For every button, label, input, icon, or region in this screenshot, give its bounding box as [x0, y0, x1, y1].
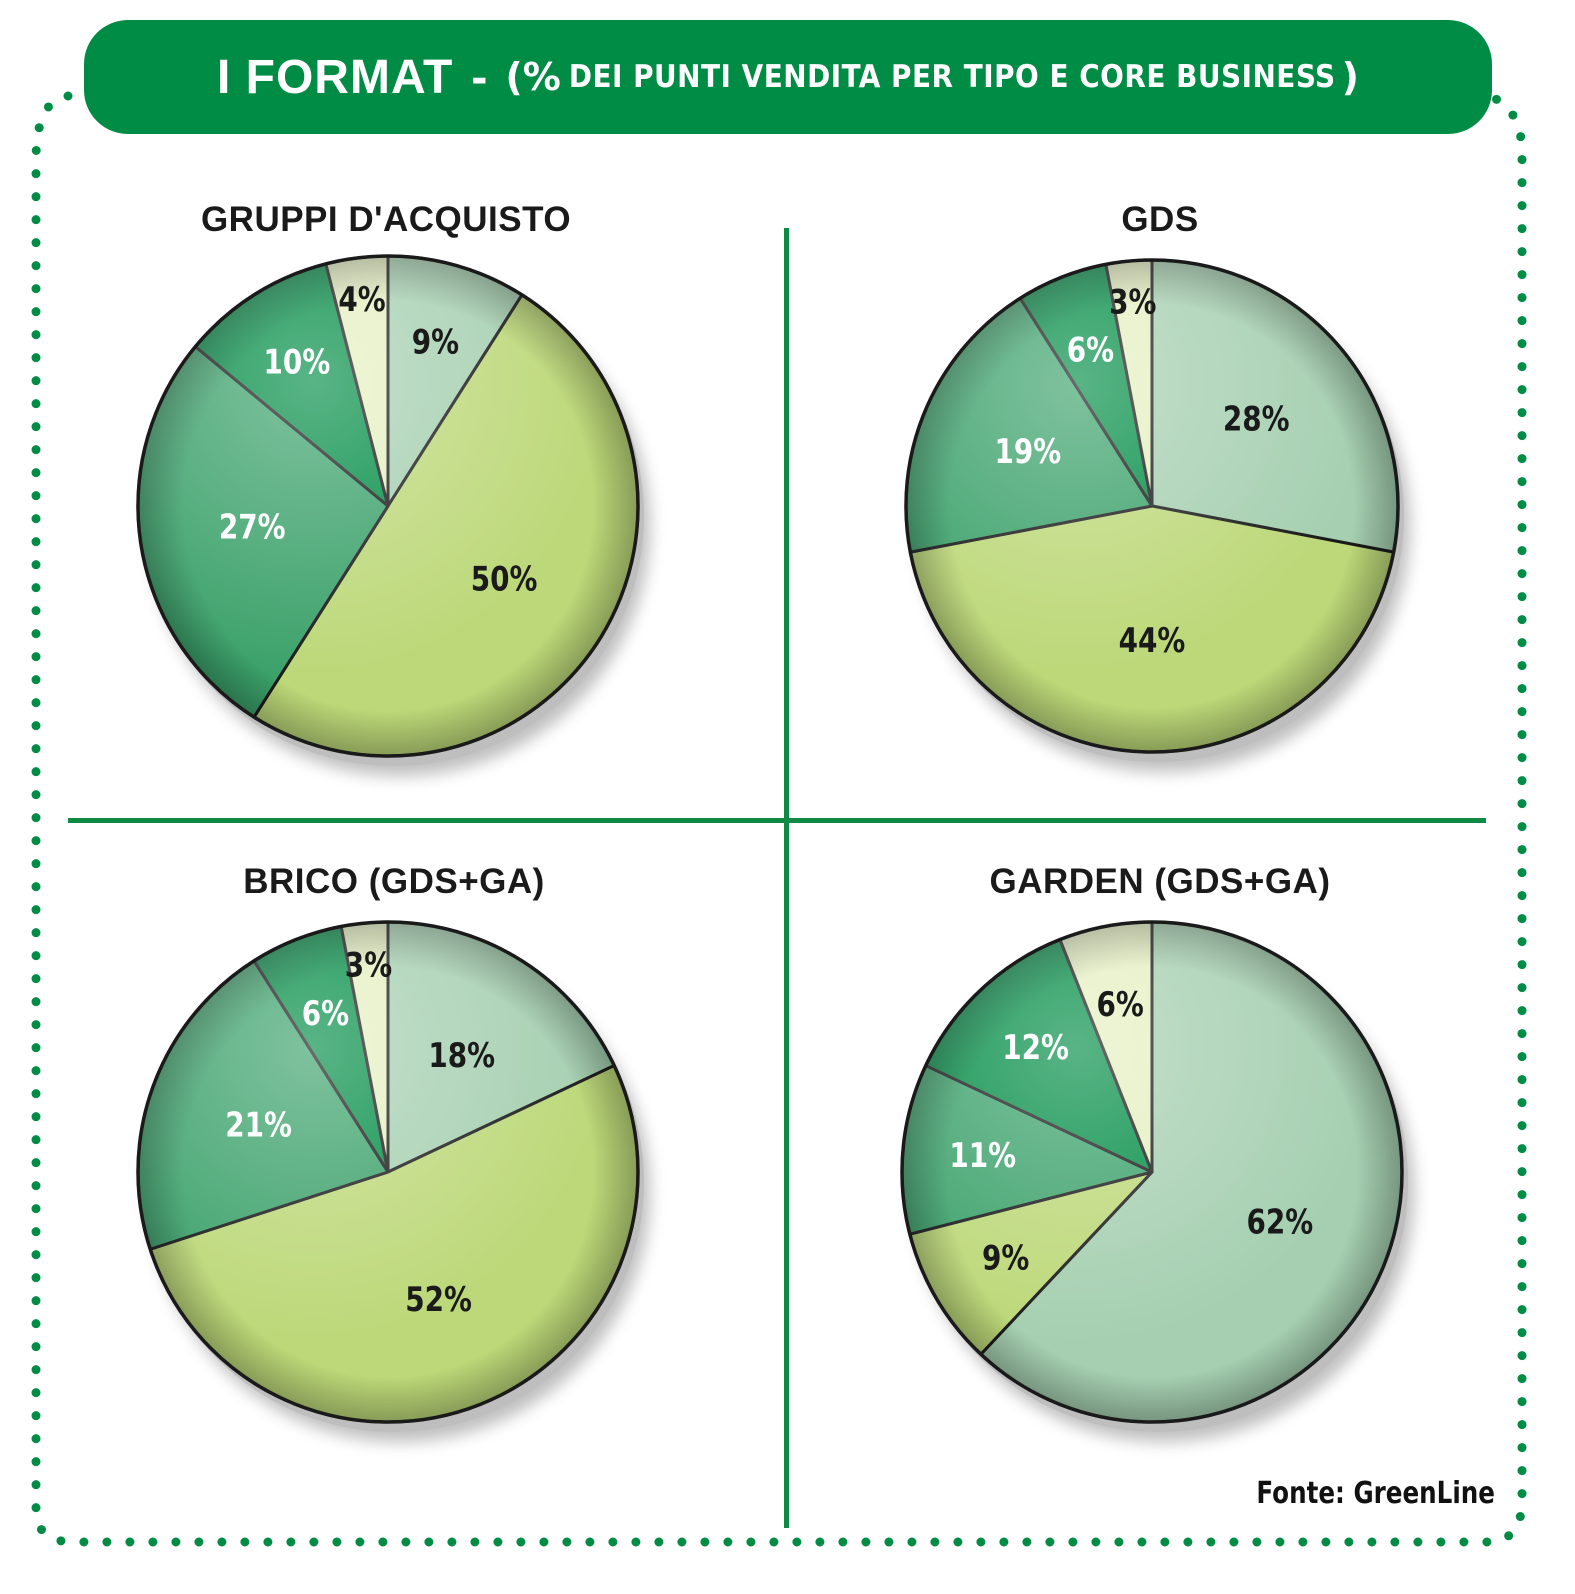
pie-chart-garden: 62% 9% 11% 12% 6% — [900, 920, 1408, 1432]
pie-slice-label: 3% — [345, 946, 392, 985]
pie-chart-brico: 18% 52% 21% 6% 3% — [136, 920, 644, 1432]
pie-highlight — [138, 256, 638, 756]
pie-slice-label: 6% — [1067, 331, 1114, 370]
title-banner: I FORMAT - (% DEI PUNTI VENDITA PER TIPO… — [84, 20, 1492, 134]
chart-title-garden: GARDEN (GDS+GA) — [989, 862, 1331, 901]
pie-slice-label: 18% — [428, 1036, 495, 1075]
chart-title-brico: BRICO (GDS+GA) — [243, 862, 545, 901]
pie-slice-label: 62% — [1246, 1203, 1313, 1242]
source-credit: Fonte: GreenLine — [1256, 1476, 1495, 1511]
chart-title-gds: GDS — [1121, 200, 1199, 239]
pie-slice-label: 4% — [338, 280, 385, 319]
pie-chart-gruppi: 9% 50% 27% 10%4% — [136, 254, 644, 766]
pie-slice-label: 52% — [405, 1280, 472, 1319]
pie-slice-label: 27% — [219, 508, 286, 547]
pie-slice-label: 50% — [471, 560, 538, 599]
banner-subtitle: DEI PUNTI VENDITA PER TIPO E CORE BUSINE… — [568, 59, 1336, 95]
pie-highlight — [902, 922, 1402, 1422]
banner-title: I FORMAT — [216, 50, 454, 104]
banner-paren-close: ) — [1341, 55, 1360, 99]
pie-outline — [136, 254, 640, 758]
chart-title-gruppi: GRUPPI D'ACQUISTO — [200, 200, 572, 239]
pie-highlight — [906, 260, 1398, 752]
pie-slice-label: 6% — [1096, 985, 1143, 1024]
pie-slice-label: 6% — [302, 994, 349, 1033]
pie-slice-label: 28% — [1223, 400, 1290, 439]
pie-slice-label: 9% — [982, 1239, 1029, 1278]
pie-outline — [904, 258, 1400, 754]
pie-highlight — [138, 922, 638, 1422]
pie-slice-label: 3% — [1109, 283, 1156, 322]
pie-outline — [900, 920, 1404, 1424]
horizontal-divider — [68, 818, 1486, 823]
pie-slice-label: 44% — [1119, 622, 1186, 661]
pie-slice-label: 19% — [994, 433, 1061, 472]
banner-dash: - — [471, 50, 488, 104]
banner-paren-open: (% — [505, 55, 561, 99]
pie-slice-label: 11% — [949, 1136, 1016, 1175]
pie-slice-label: 12% — [1002, 1028, 1069, 1067]
pie-slice-label: 9% — [412, 323, 459, 362]
pie-slice-label: 21% — [225, 1106, 292, 1145]
pie-outline — [136, 920, 640, 1424]
vertical-divider — [784, 228, 789, 1528]
pie-slice-label: 10% — [264, 343, 331, 382]
pie-chart-gds: 28% 44% 19% 6% 3% — [904, 258, 1404, 762]
